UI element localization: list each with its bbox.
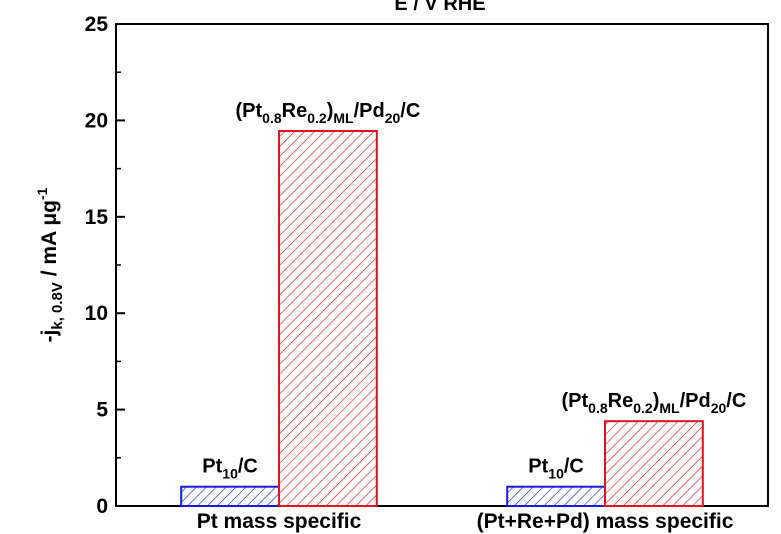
y-tick-label: 0	[96, 495, 108, 518]
x-category-label: (Pt+Re+Pd) mass specific	[477, 510, 734, 533]
bar-series-0-cat-1	[506, 485, 607, 508]
y-tick-label: 15	[85, 206, 109, 229]
bar-series-1-cat-0	[278, 130, 378, 507]
bar-data-label: Pt10/C	[528, 456, 584, 482]
bar-series-0-cat-0	[180, 485, 280, 508]
y-tick-label: 10	[85, 302, 108, 325]
y-tick-label: 25	[85, 13, 109, 36]
y-tick-label: 5	[96, 399, 108, 422]
bar-data-label: (Pt0.8Re0.2)ML/Pd20/C	[562, 390, 747, 416]
y-tick-label: 20	[85, 109, 108, 132]
top-axis-title: E / V RHE	[394, 0, 485, 15]
y-axis-label: -jk, 0.8V / mA μg-1	[34, 187, 66, 342]
x-category-label: Pt mass specific	[197, 510, 362, 533]
bar-data-label: Pt10/C	[202, 456, 258, 482]
bar-series-1-cat-1	[604, 420, 704, 507]
bar-data-label: (Pt0.8Re0.2)ML/Pd20/C	[236, 100, 421, 126]
